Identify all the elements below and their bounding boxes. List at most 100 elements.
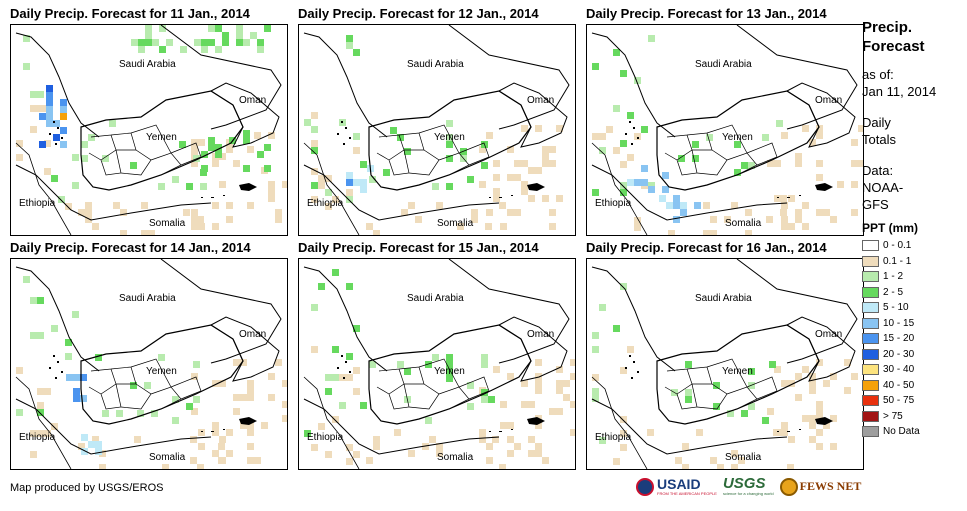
precip-cell	[781, 422, 788, 429]
precip-cell	[66, 374, 73, 381]
precip-cell	[692, 141, 699, 148]
precip-cell	[767, 408, 774, 415]
precip-cell	[212, 429, 219, 436]
label-saudi-arabia: Saudi Arabia	[695, 59, 752, 70]
precip-cell	[401, 209, 408, 216]
precip-cell	[226, 429, 233, 436]
label-yemen: Yemen	[434, 366, 465, 377]
precip-cell	[507, 373, 514, 380]
precip-cell	[240, 359, 247, 366]
precip-cell	[46, 106, 53, 113]
legend-label: 2 - 5	[883, 286, 904, 298]
precip-cell	[233, 394, 240, 401]
precip-cell	[422, 443, 429, 450]
precip-cell	[535, 443, 542, 450]
precip-cell	[634, 179, 641, 186]
precip-cell	[499, 464, 506, 469]
precip-cell	[731, 464, 738, 469]
precip-cell	[507, 146, 514, 153]
precip-cell	[130, 382, 137, 389]
legend-item: 5 - 10	[862, 300, 962, 316]
precip-cell	[404, 148, 411, 155]
precip-cell	[648, 182, 655, 189]
panel-title: Daily Precip. Forecast for 13 Jan., 2014	[586, 6, 827, 21]
precip-cell	[201, 39, 208, 46]
precip-cell	[471, 209, 478, 216]
precip-cell	[60, 127, 67, 134]
precip-cell	[37, 91, 44, 98]
asof-date: Jan 11, 2014	[862, 84, 937, 99]
precip-cell	[159, 25, 166, 32]
oman-border	[210, 82, 280, 148]
precip-cell	[366, 223, 373, 230]
socotra-island	[527, 183, 545, 191]
legend-swatch	[862, 364, 879, 376]
precip-cell	[332, 196, 339, 203]
precip-cell	[830, 373, 837, 380]
precip-cell	[37, 409, 44, 416]
map-svg: Saudi Arabia Oman Yemen Ethiopia Somalia	[303, 25, 570, 235]
precip-cell	[851, 181, 858, 188]
precip-cell	[212, 202, 219, 209]
precip-cell	[311, 304, 318, 311]
precip-cell	[499, 202, 506, 209]
precip-cell	[58, 196, 65, 203]
precip-cell	[120, 230, 127, 235]
legend-swatch	[862, 317, 879, 329]
precip-cell	[809, 436, 816, 443]
africa-coast	[591, 164, 788, 221]
legend-swatch	[862, 302, 879, 314]
precip-cell	[218, 457, 225, 464]
precip-cell	[521, 125, 528, 132]
precip-cell	[144, 382, 151, 389]
precip-cell	[353, 367, 360, 374]
label-saudi-arabia: Saudi Arabia	[695, 293, 752, 304]
ethiopia-border	[15, 376, 72, 469]
precip-cell	[397, 134, 404, 141]
asof-label: as of:	[862, 67, 894, 82]
red-sea-islands	[49, 121, 225, 198]
precip-cell	[816, 209, 823, 216]
precip-cell	[436, 443, 443, 450]
precip-cell	[226, 216, 233, 223]
precip-cell	[436, 202, 443, 209]
precip-cell	[172, 176, 179, 183]
precip-cell	[774, 195, 781, 202]
precip-cell	[186, 403, 193, 410]
precip-cell	[781, 202, 788, 209]
precip-cell	[528, 436, 535, 443]
legend-item: > 75	[862, 409, 962, 425]
precip-cell	[131, 39, 138, 46]
precip-cell	[592, 395, 599, 402]
precip-cell	[85, 216, 92, 223]
precip-cell	[39, 141, 46, 148]
precip-cell	[247, 380, 254, 387]
precip-cell	[268, 195, 275, 202]
precip-cell	[53, 120, 60, 127]
legend-label: 0 - 0.1	[883, 240, 912, 252]
precip-cell	[346, 353, 353, 360]
precip-cell	[212, 223, 219, 230]
legend-swatch	[862, 333, 879, 345]
precip-cell	[788, 380, 795, 387]
precip-cell	[16, 367, 23, 374]
precip-cell	[816, 359, 823, 366]
precip-cell	[606, 126, 613, 133]
precip-cell	[247, 457, 254, 464]
legend-label: 15 - 20	[883, 333, 915, 345]
precip-cell	[659, 195, 666, 202]
fewsnet-logo: FEWS NET	[779, 477, 861, 496]
legend-item: 2 - 5	[862, 285, 962, 301]
precip-cell	[44, 430, 51, 437]
precip-cell	[60, 141, 67, 148]
oman-border	[498, 316, 568, 382]
precip-cell	[191, 373, 198, 380]
precip-cell	[507, 209, 514, 216]
precip-cell	[781, 429, 788, 436]
precip-cell	[151, 410, 158, 417]
precip-cell	[493, 366, 500, 373]
precip-cell	[851, 209, 858, 216]
precip-cell	[710, 216, 717, 223]
precip-cell	[191, 146, 198, 153]
precip-cell	[500, 422, 507, 429]
